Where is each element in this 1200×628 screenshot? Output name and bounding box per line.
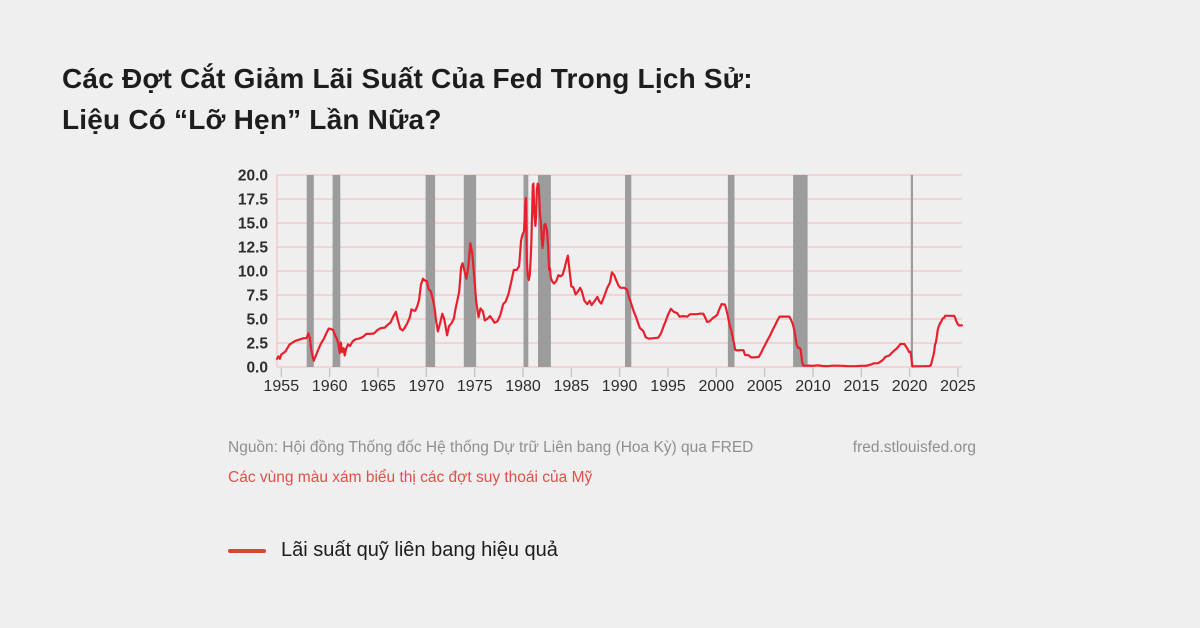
svg-text:2000: 2000 [699,378,735,395]
svg-text:17.5: 17.5 [238,192,269,209]
svg-text:1980: 1980 [505,378,541,395]
svg-text:1960: 1960 [312,378,348,395]
svg-text:5.0: 5.0 [246,312,268,329]
svg-text:10.0: 10.0 [238,264,268,281]
svg-text:1995: 1995 [650,378,686,395]
page-title: Các Đợt Cắt Giảm Lãi Suất Của Fed Trong … [62,58,753,140]
source-label: Nguồn: Hội đồng Thống đốc Hệ thống Dự tr… [228,439,754,456]
svg-text:2005: 2005 [747,378,783,395]
svg-text:2.5: 2.5 [246,336,268,353]
source-site-url: fred.stlouisfed.org [852,439,976,456]
svg-text:15.0: 15.0 [238,216,268,233]
svg-text:2025: 2025 [940,378,976,395]
svg-text:2010: 2010 [795,378,831,395]
svg-text:1955: 1955 [264,378,300,395]
svg-text:1990: 1990 [602,378,638,395]
svg-text:0.0: 0.0 [246,360,268,377]
legend-label: Lãi suất quỹ liên bang hiệu quả [281,539,558,561]
legend: Lãi suất quỹ liên bang hiệu quả [228,539,558,562]
svg-text:2020: 2020 [892,378,928,395]
page-title-line2: Liệu Có “Lỡ Hẹn” Lần Nữa? [62,104,442,135]
svg-text:2015: 2015 [844,378,880,395]
legend-line-swatch [228,548,266,553]
svg-text:7.5: 7.5 [246,288,268,305]
svg-text:1975: 1975 [457,378,493,395]
recession-note: Các vùng màu xám biểu thị các đợt suy th… [228,469,593,486]
svg-text:1970: 1970 [409,378,445,395]
svg-text:1985: 1985 [554,378,590,395]
svg-text:20.0: 20.0 [238,168,268,185]
svg-text:1965: 1965 [360,378,396,395]
page-title-line1: Các Đợt Cắt Giảm Lãi Suất Của Fed Trong … [62,63,753,94]
svg-text:12.5: 12.5 [238,240,269,257]
source-row: Nguồn: Hội đồng Thống đốc Hệ thống Dự tr… [228,439,976,457]
